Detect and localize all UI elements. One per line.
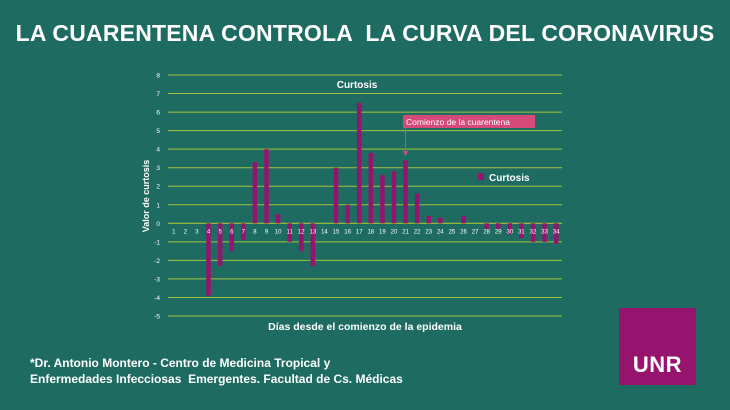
y-tick-label: 1 xyxy=(156,202,160,209)
x-tick-label: 4 xyxy=(207,229,211,235)
bar xyxy=(368,152,374,224)
x-tick-label: 22 xyxy=(414,229,421,235)
bar xyxy=(252,162,258,224)
x-tick-label: 11 xyxy=(287,229,294,235)
x-tick-label: 8 xyxy=(253,229,257,235)
y-tick-label: 3 xyxy=(156,165,160,172)
y-tick-label: -1 xyxy=(154,239,160,246)
credit-note: *Dr. Antonio Montero - Centro de Medicin… xyxy=(30,355,403,387)
x-tick-label: 27 xyxy=(472,229,479,235)
bar xyxy=(299,223,304,252)
y-tick-label: 8 xyxy=(156,73,160,80)
y-tick-label: -3 xyxy=(154,276,160,283)
x-tick-label: 17 xyxy=(356,229,363,235)
bar xyxy=(414,193,420,224)
x-tick-label: 30 xyxy=(507,229,514,235)
y-tick-label: 2 xyxy=(156,184,160,191)
bar xyxy=(356,102,362,224)
x-tick-label: 32 xyxy=(530,229,537,235)
bar xyxy=(345,204,350,224)
bar xyxy=(484,223,489,229)
bar xyxy=(217,223,223,266)
bar xyxy=(542,223,547,242)
x-tick-label: 15 xyxy=(333,229,340,235)
bar xyxy=(496,223,501,229)
x-tick-label: 29 xyxy=(495,229,502,235)
y-tick-label: 0 xyxy=(156,221,160,228)
x-tick-label: 18 xyxy=(367,229,374,235)
x-tick-label: 3 xyxy=(195,229,199,235)
annotation-box xyxy=(403,115,535,128)
headline: LA CUARENTENA CONTROLA LA CURVA DEL CORO… xyxy=(15,20,715,46)
credit-line-1: *Dr. Antonio Montero - Centro de Medicin… xyxy=(30,356,331,370)
bar xyxy=(391,171,397,224)
x-tick-label: 24 xyxy=(437,229,444,235)
bar xyxy=(241,223,246,240)
bar xyxy=(206,223,211,296)
x-tick-label: 26 xyxy=(460,229,467,235)
y-tick-label: 4 xyxy=(156,147,160,154)
y-tick-label: -2 xyxy=(154,258,160,265)
bar xyxy=(264,149,269,224)
x-tick-label: 9 xyxy=(265,229,269,235)
x-tick-label: 10 xyxy=(275,229,282,235)
x-tick-label: 19 xyxy=(379,229,386,235)
x-tick-label: 16 xyxy=(344,229,351,235)
x-tick-label: 1 xyxy=(172,229,176,235)
y-tick-label: -5 xyxy=(154,314,160,321)
bar xyxy=(461,215,466,224)
x-tick-label: 2 xyxy=(184,229,188,235)
annotation-arrow-head xyxy=(403,151,409,156)
chart-title: Curtosis xyxy=(337,80,378,91)
y-tick-label: -4 xyxy=(154,295,160,302)
unr-logo-text: UNR xyxy=(632,352,683,377)
x-tick-label: 20 xyxy=(391,229,398,235)
y-tick-label: 6 xyxy=(156,110,160,117)
x-axis-label: Días desde el comienzo de la epidemia xyxy=(268,321,462,333)
bar xyxy=(519,223,524,239)
bar xyxy=(275,214,281,224)
bar xyxy=(530,223,536,242)
x-tick-label: 31 xyxy=(518,229,525,235)
bar xyxy=(287,223,292,242)
x-tick-label: 34 xyxy=(553,229,560,235)
legend-label: Curtosis xyxy=(489,173,530,184)
x-tick-label: 6 xyxy=(230,229,234,235)
x-tick-label: 21 xyxy=(402,229,409,235)
annotation-text: Comienzo de la cuarentena xyxy=(406,117,510,127)
unr-logo: UNR xyxy=(619,308,696,385)
legend-swatch xyxy=(478,173,484,180)
x-tick-label: 25 xyxy=(449,229,456,235)
x-tick-label: 23 xyxy=(425,229,432,235)
bar xyxy=(507,223,513,235)
x-tick-label: 28 xyxy=(483,229,490,235)
bar xyxy=(380,175,385,224)
x-tick-label: 14 xyxy=(321,229,328,235)
bar xyxy=(426,215,431,224)
bar xyxy=(333,167,339,224)
credit-line-2: Enfermedades Infecciosas Emergentes. Fac… xyxy=(30,372,403,386)
x-tick-label: 5 xyxy=(218,229,222,235)
x-tick-label: 33 xyxy=(541,229,548,235)
y-tick-label: 5 xyxy=(156,128,160,135)
x-tick-label: 7 xyxy=(242,229,246,235)
bar xyxy=(229,223,234,252)
y-tick-label: 7 xyxy=(156,91,160,98)
x-tick-label: 12 xyxy=(298,229,305,235)
bar xyxy=(310,223,316,266)
bar xyxy=(438,217,443,224)
y-axis-label: Valor de curtosis xyxy=(141,160,151,233)
bar xyxy=(553,223,559,244)
bar xyxy=(403,160,408,224)
x-tick-label: 13 xyxy=(310,229,317,235)
